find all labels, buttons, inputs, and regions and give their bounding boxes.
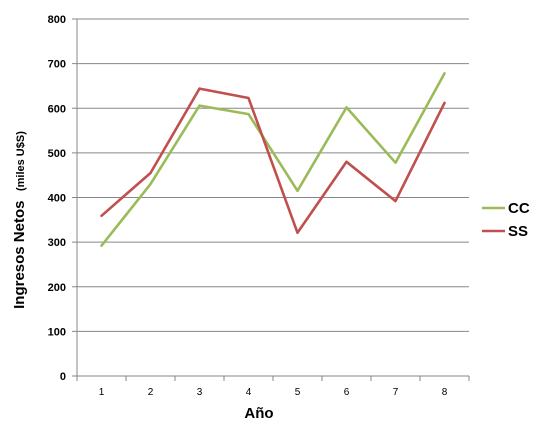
x-axis-title: Año xyxy=(244,405,273,422)
y-tick-label: 300 xyxy=(48,237,66,249)
x-tick-label: 8 xyxy=(442,387,448,398)
y-tick-label: 600 xyxy=(48,103,66,115)
y-axis-title-unit: (miles U$S) xyxy=(15,131,27,191)
series-line-ss xyxy=(100,87,446,235)
legend-label-cc: CC xyxy=(508,200,530,217)
y-tick-label: 0 xyxy=(60,371,66,383)
x-tick-label: 1 xyxy=(99,387,105,398)
x-tick-label: 5 xyxy=(295,387,301,398)
x-tick-label: 3 xyxy=(197,387,203,398)
series-line-cc xyxy=(100,72,446,247)
y-tick-label: 800 xyxy=(48,14,66,26)
x-tick-label: 7 xyxy=(393,387,399,398)
y-axis-title-main: Ingresos Netos xyxy=(11,201,28,309)
tick-labels: 0 100 200 300 400 500 600 700 800 1 2 3 4 5 6 7 8 xyxy=(48,14,448,398)
y-tick-label: 400 xyxy=(48,193,66,205)
x-tick-label: 6 xyxy=(344,387,350,398)
x-tick-label: 2 xyxy=(148,387,154,398)
legend: CC SS xyxy=(482,200,530,240)
y-tick-label: 700 xyxy=(48,59,66,71)
x-tick-label: 4 xyxy=(246,387,252,398)
series-lines xyxy=(100,72,446,247)
y-tick-label: 500 xyxy=(48,148,66,160)
axes xyxy=(72,18,470,381)
y-axis-title: Ingresos Netos (miles U$S) xyxy=(11,131,28,309)
y-tick-label: 100 xyxy=(48,326,66,338)
legend-label-ss: SS xyxy=(508,223,528,240)
gridlines xyxy=(77,18,469,332)
y-tick-label: 200 xyxy=(48,282,66,294)
